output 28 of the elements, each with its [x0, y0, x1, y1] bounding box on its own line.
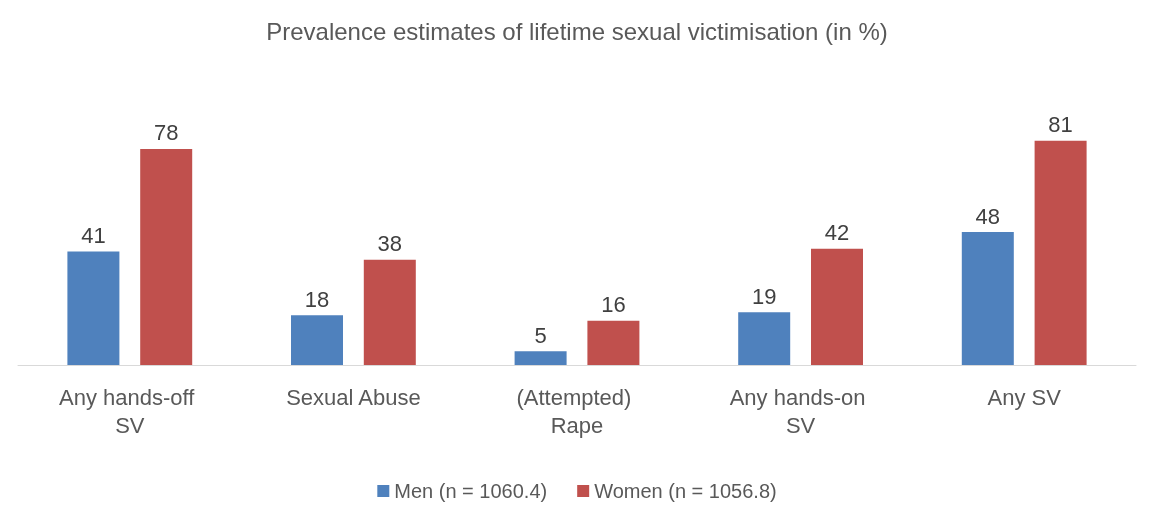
data-label: 48 [975, 203, 1001, 229]
bar [291, 315, 343, 365]
bar [140, 148, 193, 365]
data-label: 19 [751, 283, 777, 309]
data-label: 81 [1048, 112, 1073, 138]
data-label: 18 [304, 286, 330, 312]
x-tick-label: Any SV [987, 384, 1062, 410]
legend-label: Women (n = 1056.8) [594, 480, 777, 502]
bar [363, 259, 416, 365]
chart-title: Prevalence estimates of lifetime sexual victimisation (in %) [266, 17, 888, 45]
bar [811, 248, 863, 365]
x-tick-label: Any hands-on SV [729, 384, 872, 438]
bar [961, 232, 1014, 365]
bar [587, 320, 640, 365]
data-label: 16 [601, 292, 626, 318]
bar [67, 251, 120, 365]
x-tick-label: Sexual Abuse [286, 384, 421, 410]
bar [738, 312, 791, 365]
bar [514, 351, 567, 365]
data-label: 41 [81, 222, 106, 248]
data-label: 78 [153, 120, 179, 146]
x-tick-label: (Attempted) Rape [516, 384, 638, 438]
data-label: 38 [377, 231, 403, 257]
legend-label: Men (n = 1060.4) [394, 480, 548, 502]
data-label: 5 [534, 322, 547, 348]
bar [1034, 140, 1087, 365]
data-label: 42 [824, 220, 850, 246]
x-tick-label: Any hands-off SV [59, 384, 201, 438]
